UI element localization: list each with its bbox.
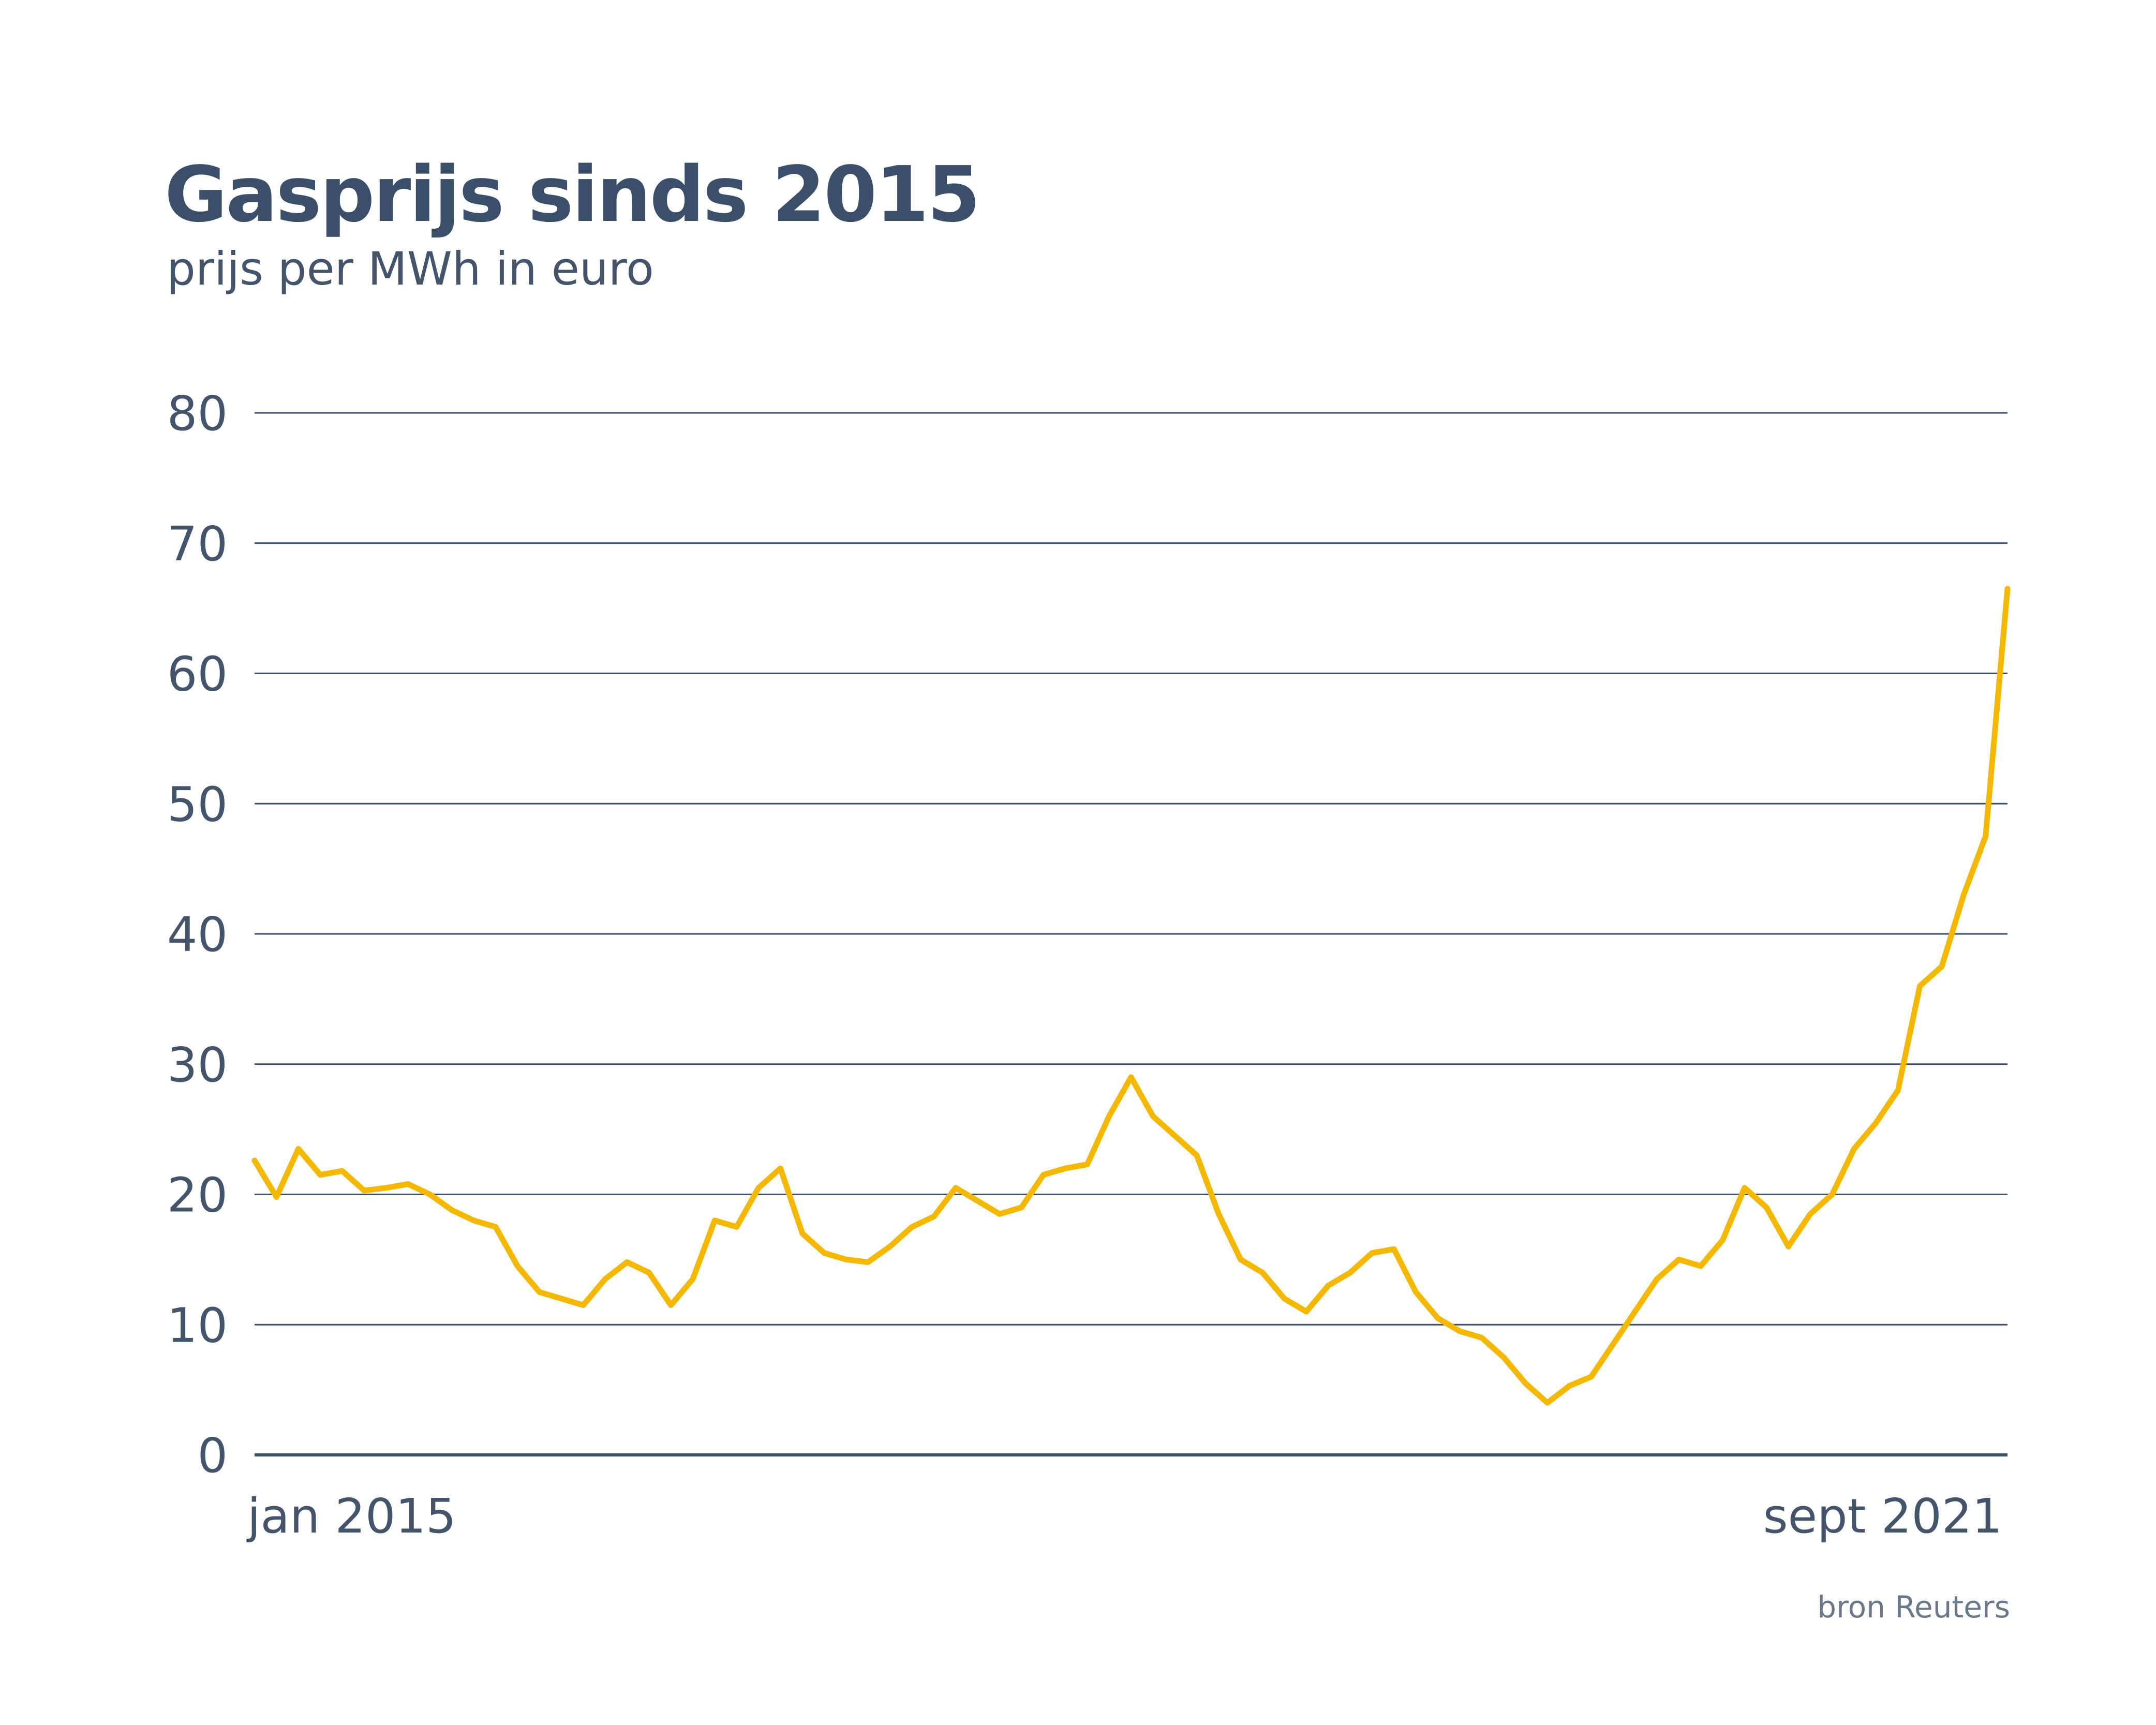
chart-title: Gasprijs sinds 2015 — [165, 150, 980, 239]
y-tick-label-40: 40 — [167, 907, 228, 962]
x-tick-label-start: jan 2015 — [246, 1489, 456, 1544]
y-tick-label-60: 60 — [167, 647, 228, 702]
y-tick-label-30: 30 — [167, 1037, 228, 1093]
series-line-0 — [251, 586, 2011, 1406]
series-layer — [251, 586, 2011, 1406]
y-tick-label-80: 80 — [167, 386, 228, 441]
y-tick-label-50: 50 — [167, 777, 228, 832]
y-tick-label-10: 10 — [167, 1298, 228, 1353]
source-note: bron Reuters — [1817, 1589, 2010, 1625]
y-tick-label-20: 20 — [167, 1168, 228, 1223]
y-axis-tick-labels: 0 10 20 30 40 50 60 70 80 — [167, 386, 228, 1483]
x-axis-tick-labels: jan 2015 sept 2021 — [246, 1489, 2002, 1544]
y-tick-label-0: 0 — [197, 1428, 228, 1483]
x-tick-label-end: sept 2021 — [1763, 1489, 2002, 1544]
y-tick-label-70: 70 — [167, 516, 228, 572]
chart-subtitle: prijs per MWh in euro — [167, 242, 654, 295]
gridlines — [255, 412, 2008, 1456]
